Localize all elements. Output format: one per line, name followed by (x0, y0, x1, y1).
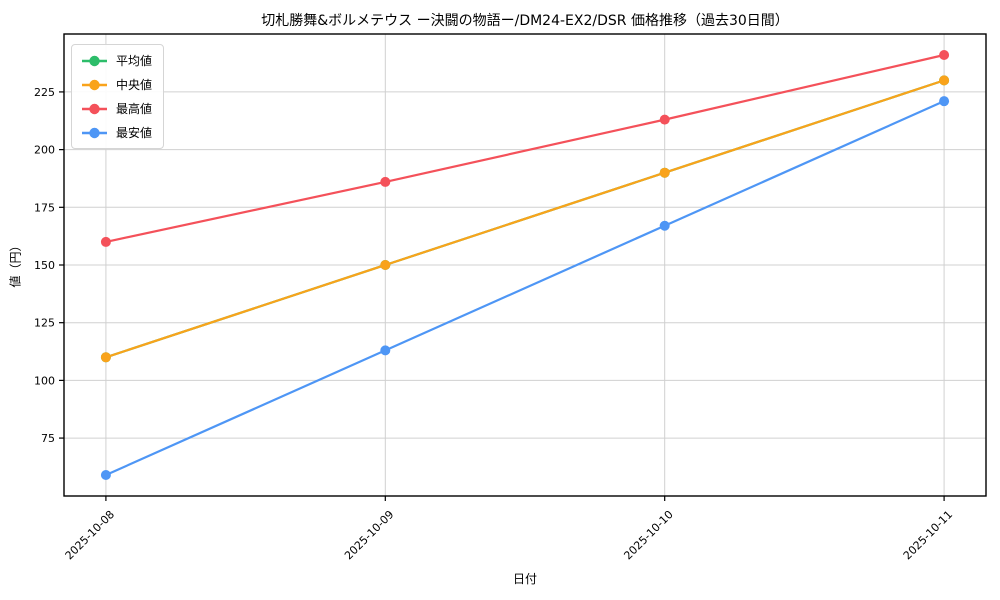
y-tick-label: 125 (34, 317, 55, 330)
x-tick-label: 2025-10-10 (621, 508, 675, 562)
y-tick-label: 175 (34, 201, 55, 214)
series-point-min (939, 96, 950, 107)
legend-item-max: 最高値 (81, 100, 152, 117)
legend-label-mean: 平均値 (116, 54, 153, 68)
legend-label-max: 最高値 (116, 102, 153, 116)
x-tick-label: 2025-10-09 (342, 508, 396, 562)
legend: 平均値中央値最高値最安値 (71, 44, 165, 149)
series-point-min (659, 220, 670, 231)
chart-title: 切札勝舞&ボルメテウス ー決闘の物語ー/DM24-EX2/DSR 価格推移（過去… (261, 13, 789, 29)
legend-marker-mean (82, 55, 107, 66)
legend-label-median: 中央値 (116, 78, 153, 92)
legend-item-min: 最安値 (81, 124, 152, 141)
series-line-min (104, 100, 946, 477)
legend-marker-min (82, 127, 107, 138)
series-point-max (380, 176, 391, 187)
x-tick-label: 2025-10-08 (63, 508, 117, 562)
series-line-max (104, 53, 946, 244)
series-point-median (380, 260, 391, 270)
series-line-median (104, 79, 946, 359)
y-tick-label: 225 (34, 86, 55, 99)
y-axis-label: 値（円） (8, 239, 23, 288)
x-axis-label: 日付 (512, 572, 537, 586)
series-point-min (380, 345, 391, 356)
series-point-median (939, 75, 950, 86)
series-point-median (659, 167, 670, 178)
legend-label-min: 最安値 (116, 126, 153, 140)
series-point-median (100, 352, 111, 363)
x-tick-label: 2025-10-11 (901, 508, 955, 562)
legend-item-mean: 平均値 (81, 52, 152, 69)
series-point-max (939, 50, 950, 60)
y-tick-label: 150 (34, 259, 55, 272)
legend-item-median: 中央値 (81, 76, 152, 93)
plot-border (63, 33, 987, 497)
legend-marker-median (82, 79, 107, 90)
series-point-min (100, 470, 111, 480)
legend-marker-max (82, 103, 107, 114)
series-point-max (100, 236, 111, 247)
y-tick-label: 75 (41, 432, 55, 445)
y-tick-label: 100 (34, 374, 55, 387)
y-tick-label: 200 (34, 144, 55, 157)
series-point-max (659, 114, 670, 125)
